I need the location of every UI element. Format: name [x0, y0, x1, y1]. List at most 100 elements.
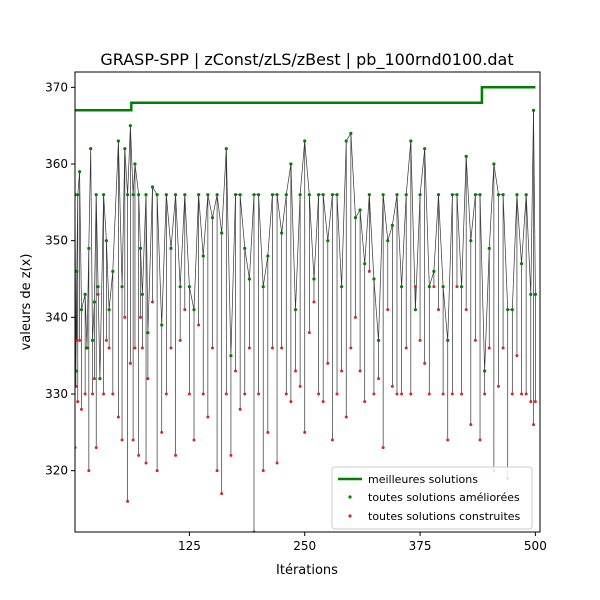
improved-point	[116, 139, 120, 143]
improved-point	[483, 369, 487, 373]
improved-point	[183, 193, 187, 197]
improved-point	[284, 193, 288, 197]
improved-point	[344, 139, 348, 143]
y-tick-label: 370	[45, 80, 68, 94]
constructed-point	[128, 361, 132, 365]
improved-point	[160, 323, 164, 327]
constructed-point	[155, 469, 159, 473]
improved-point	[169, 246, 173, 250]
constructed-point	[220, 492, 224, 496]
improved-point	[192, 308, 196, 312]
improved-point	[104, 239, 108, 243]
improved-point	[381, 193, 385, 197]
constructed-point	[111, 392, 115, 396]
improved-point	[450, 193, 454, 197]
constructed-point	[344, 415, 348, 419]
improved-point	[372, 277, 376, 281]
constructed-point	[120, 438, 124, 442]
improved-point	[409, 139, 413, 143]
constructed-point	[441, 392, 445, 396]
constructed-point	[201, 392, 205, 396]
improved-point	[137, 193, 141, 197]
improved-trace-line	[75, 110, 536, 379]
x-axis-label: Itérations	[276, 563, 338, 578]
improved-point	[496, 193, 501, 197]
constructed-point	[266, 430, 270, 434]
constructed-point	[409, 392, 413, 396]
constructed-point	[76, 400, 80, 404]
constructed-point	[178, 338, 182, 342]
constructed-point	[94, 446, 98, 450]
improved-point	[197, 193, 201, 197]
constructed-point	[139, 315, 143, 319]
improved-point	[358, 208, 362, 212]
improved-point	[87, 246, 91, 250]
improved-point	[441, 285, 445, 289]
constructed-point	[432, 285, 436, 289]
constructed-point	[151, 300, 154, 304]
improved-point	[340, 285, 344, 289]
constructed-point	[321, 400, 325, 404]
improved-point	[144, 193, 148, 197]
legend-label-best: meilleures solutions	[368, 473, 478, 486]
constructed-point	[243, 392, 247, 396]
constructed-point	[78, 338, 82, 342]
improved-point	[363, 262, 367, 266]
improved-point	[275, 193, 279, 197]
legend-green-dot	[348, 495, 352, 499]
improved-point	[120, 285, 124, 289]
improved-point	[247, 277, 251, 281]
improved-point	[529, 292, 533, 296]
constructed-point	[367, 269, 371, 273]
improved-point	[238, 193, 242, 197]
improved-point	[349, 131, 353, 135]
constructed-point	[404, 346, 408, 350]
constructed-point	[91, 392, 95, 396]
constructed-point	[532, 423, 536, 427]
improved-point	[469, 239, 473, 243]
improved-point	[303, 139, 307, 143]
constructed-point	[146, 377, 150, 381]
constructed-point	[107, 346, 111, 350]
improved-point	[75, 269, 79, 273]
plot-inner	[75, 86, 537, 532]
improved-point	[150, 185, 155, 189]
improved-point	[524, 193, 528, 197]
constructed-point	[229, 453, 233, 457]
improved-point	[98, 377, 102, 381]
improved-point	[270, 193, 275, 197]
constructed-point	[289, 400, 293, 404]
legend-red-dot	[348, 514, 352, 518]
constructed-point	[335, 392, 339, 396]
constructed-point	[116, 415, 120, 419]
improved-point	[266, 254, 270, 258]
constructed-point	[247, 346, 251, 350]
constructed-point	[123, 315, 127, 319]
improved-point	[423, 147, 427, 151]
improved-point	[89, 147, 93, 151]
improved-point	[436, 193, 441, 197]
constructed-point	[137, 453, 141, 457]
constructed-point	[75, 384, 78, 388]
improved-point	[446, 338, 450, 342]
improved-point	[128, 124, 132, 128]
y-tick-label: 360	[45, 157, 68, 171]
constructed-point	[413, 285, 417, 289]
constructed-point	[92, 377, 96, 381]
constructed-point	[349, 346, 353, 350]
constructed-point	[487, 346, 491, 350]
constructed-point	[358, 369, 362, 373]
improved-point	[173, 193, 178, 197]
constructed-point	[427, 392, 431, 396]
constructed-point	[187, 392, 191, 396]
constructed-point	[174, 453, 178, 457]
x-tick-label: 250	[293, 539, 316, 553]
constructed-point	[210, 346, 214, 350]
constructed-point	[215, 469, 219, 473]
constructed-point	[131, 438, 135, 442]
improved-point	[85, 346, 89, 350]
constructed-point	[133, 346, 137, 350]
constructed-point	[529, 400, 533, 404]
improved-point	[473, 193, 478, 197]
constructed-point	[224, 392, 228, 396]
